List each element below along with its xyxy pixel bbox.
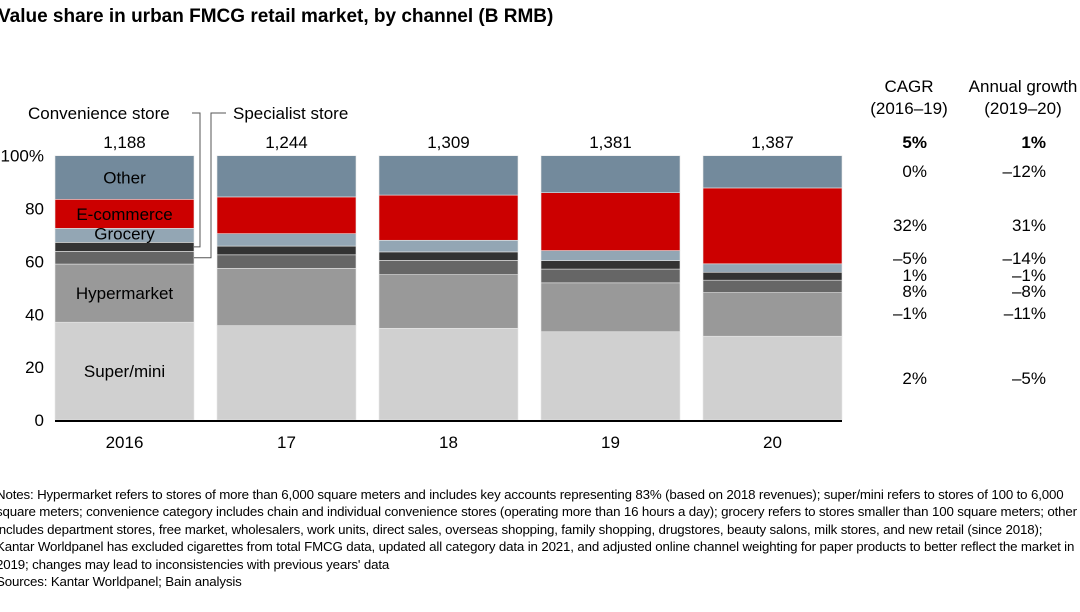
bar-segment-other — [216, 155, 357, 198]
bar-segment-e-commerce — [702, 187, 843, 265]
bar-total-label: 1,387 — [751, 133, 794, 152]
bar-segment-grocery — [702, 263, 843, 273]
growth-total: 1% — [1021, 133, 1046, 152]
bar-segment-hypermarket — [702, 292, 843, 337]
bar-segment-hypermarket — [54, 263, 195, 323]
footnotes: Notes: Hypermarket refers to stores of m… — [0, 486, 1080, 590]
segment-label-super-mini: Super/mini — [84, 362, 165, 381]
bar-segment-other — [702, 155, 843, 189]
growth-total: 5% — [902, 133, 927, 152]
x-tick-label: 19 — [601, 433, 620, 452]
bar-segment-grocery — [216, 233, 357, 247]
chart-title: Value share in urban FMCG retail market,… — [0, 6, 553, 27]
segment-label-e-commerce: E-commerce — [76, 205, 172, 224]
x-tick-label: 20 — [763, 433, 782, 452]
bar-segment-specialist-store — [216, 254, 357, 269]
segment-label-hypermarket: Hypermarket — [76, 284, 174, 303]
x-tick-label: 18 — [439, 433, 458, 452]
callout-line-convenience — [192, 112, 201, 248]
callout-label-specialist-store: Specialist store — [233, 104, 348, 123]
bar-segment-super-mini — [702, 335, 843, 421]
bar-segment-super-mini — [216, 325, 357, 421]
bar-segment-super-mini — [540, 331, 681, 421]
growth-value-other: –12% — [1003, 162, 1046, 181]
y-tick-label: 80 — [25, 200, 44, 219]
growth-value-other: 0% — [902, 162, 927, 181]
bar-segment-convenience-store — [702, 271, 843, 281]
callout-label-convenience-store: Convenience store — [28, 104, 170, 123]
growth-header: Annual growth — [969, 77, 1078, 96]
bar-segment-specialist-store — [378, 260, 519, 275]
bar-segment-convenience-store — [378, 251, 519, 261]
growth-value-super-mini: –5% — [1012, 369, 1046, 388]
bar-segment-super-mini — [54, 321, 195, 421]
callout-line-specialist — [194, 112, 226, 259]
growth-value-hypermarket: –11% — [1004, 304, 1046, 323]
bar-segment-convenience-store — [540, 260, 681, 270]
growth-value-convenience-store: –1% — [1012, 266, 1046, 285]
growth-value-grocery: –14% — [1003, 249, 1046, 268]
bar-segment-specialist-store — [54, 251, 195, 265]
bar-segment-specialist-store — [702, 279, 843, 293]
bar-segment-other — [540, 155, 681, 194]
growth-value-grocery: –5% — [893, 249, 927, 268]
bar-segment-hypermarket — [540, 282, 681, 333]
y-tick-label: 0 — [35, 411, 44, 430]
growth-value-e-commerce: 31% — [1012, 216, 1046, 235]
bar-segment-super-mini — [378, 327, 519, 421]
bar-segment-grocery — [378, 239, 519, 253]
growth-value-super-mini: 2% — [902, 369, 927, 388]
growth-value-specialist-store: 8% — [902, 282, 927, 301]
segment-label-grocery: Grocery — [94, 224, 155, 243]
bar-segment-hypermarket — [378, 274, 519, 329]
bar-segment-hypermarket — [216, 267, 357, 326]
notes-text: Notes: Hypermarket refers to stores of m… — [0, 487, 1077, 572]
bar-segment-e-commerce — [378, 194, 519, 241]
growth-value-specialist-store: –8% — [1012, 282, 1046, 301]
bar-segment-e-commerce — [216, 196, 357, 234]
sources-text: Sources: Kantar Worldpanel; Bain analysi… — [0, 574, 242, 590]
growth-header-period: (2019–20) — [984, 99, 1062, 118]
bar-total-label: 1,309 — [427, 133, 470, 152]
bar-segment-convenience-store — [54, 242, 195, 252]
bar-total-label: 1,188 — [103, 133, 146, 152]
y-tick-label: 100% — [1, 147, 44, 166]
growth-header: CAGR — [884, 77, 933, 96]
bar-segment-other — [54, 155, 195, 200]
bar-segment-specialist-store — [540, 268, 681, 284]
y-tick-label: 20 — [25, 358, 44, 377]
bar-segment-other — [378, 155, 519, 196]
y-tick-label: 60 — [25, 252, 44, 271]
y-tick-label: 40 — [25, 305, 44, 324]
growth-value-hypermarket: –1% — [893, 304, 927, 323]
growth-header-period: (2016–19) — [870, 99, 948, 118]
bar-segment-convenience-store — [216, 245, 357, 256]
x-tick-label: 17 — [277, 433, 296, 452]
bar-total-label: 1,381 — [589, 133, 632, 152]
growth-value-e-commerce: 32% — [893, 216, 927, 235]
segment-label-other: Other — [103, 169, 146, 188]
bar-segment-grocery — [540, 250, 681, 261]
bar-total-label: 1,244 — [265, 133, 308, 152]
bar-segment-e-commerce — [540, 192, 681, 251]
growth-value-convenience-store: 1% — [902, 266, 927, 285]
x-tick-label: 2016 — [106, 433, 144, 452]
